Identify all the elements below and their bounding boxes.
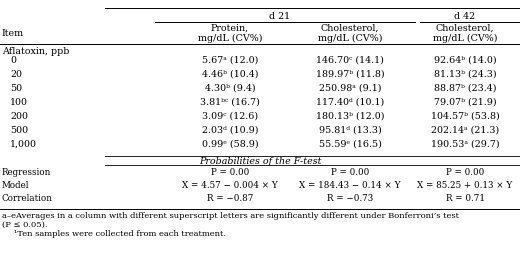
Text: mg/dL (CV%): mg/dL (CV%) — [433, 34, 497, 43]
Text: d 42: d 42 — [454, 12, 476, 21]
Text: Correlation: Correlation — [2, 194, 53, 203]
Text: 1,000: 1,000 — [10, 140, 37, 149]
Text: 0: 0 — [10, 56, 16, 65]
Text: 500: 500 — [10, 126, 28, 135]
Text: 202.14ᵃ (21.3): 202.14ᵃ (21.3) — [431, 126, 499, 135]
Text: 3.81ᵇᶜ (16.7): 3.81ᵇᶜ (16.7) — [200, 98, 260, 107]
Text: mg/dL (CV%): mg/dL (CV%) — [198, 34, 262, 43]
Text: (P ≤ 0.05).: (P ≤ 0.05). — [2, 221, 47, 229]
Text: X = 184.43 − 0.14 × Y: X = 184.43 − 0.14 × Y — [299, 181, 401, 190]
Text: 88.87ᵇ (23.4): 88.87ᵇ (23.4) — [434, 84, 496, 93]
Text: 4.30ᵇ (9.4): 4.30ᵇ (9.4) — [205, 84, 255, 93]
Text: 189.97ᵇ (11.8): 189.97ᵇ (11.8) — [316, 70, 384, 79]
Text: Aflatoxin, ppb: Aflatoxin, ppb — [2, 47, 69, 56]
Text: R = −0.73: R = −0.73 — [327, 194, 373, 203]
Text: X = 4.57 − 0.004 × Y: X = 4.57 − 0.004 × Y — [182, 181, 278, 190]
Text: a–eAverages in a column with different superscript letters are significantly dif: a–eAverages in a column with different s… — [2, 212, 459, 220]
Text: Cholesterol,: Cholesterol, — [436, 24, 494, 33]
Text: R = −0.87: R = −0.87 — [207, 194, 253, 203]
Text: Probabilities of the F-test: Probabilities of the F-test — [199, 157, 321, 166]
Text: 200: 200 — [10, 112, 28, 121]
Text: 79.07ᵇ (21.9): 79.07ᵇ (21.9) — [434, 98, 496, 107]
Text: P = 0.00: P = 0.00 — [446, 168, 484, 177]
Text: ¹Ten samples were collected from each treatment.: ¹Ten samples were collected from each tr… — [14, 230, 226, 238]
Text: 117.40ᵈ (10.1): 117.40ᵈ (10.1) — [316, 98, 384, 107]
Text: Model: Model — [2, 181, 30, 190]
Text: P = 0.00: P = 0.00 — [331, 168, 369, 177]
Text: 190.53ᵃ (29.7): 190.53ᵃ (29.7) — [431, 140, 499, 149]
Text: 4.46ᵇ (10.4): 4.46ᵇ (10.4) — [202, 70, 258, 79]
Text: 95.81ᵈ (13.3): 95.81ᵈ (13.3) — [319, 126, 381, 135]
Text: X = 85.25 + 0.13 × Y: X = 85.25 + 0.13 × Y — [418, 181, 513, 190]
Text: 180.13ᵇ (12.0): 180.13ᵇ (12.0) — [316, 112, 384, 121]
Text: 250.98ᵃ (9.1): 250.98ᵃ (9.1) — [319, 84, 381, 93]
Text: 3.09ᶜ (12.6): 3.09ᶜ (12.6) — [202, 112, 258, 121]
Text: Protein,: Protein, — [211, 24, 249, 33]
Text: 50: 50 — [10, 84, 22, 93]
Text: 2.03ᵈ (10.9): 2.03ᵈ (10.9) — [202, 126, 258, 135]
Text: 104.57ᵇ (53.8): 104.57ᵇ (53.8) — [431, 112, 499, 121]
Text: 20: 20 — [10, 70, 22, 79]
Text: 81.13ᵇ (24.3): 81.13ᵇ (24.3) — [434, 70, 496, 79]
Text: R = 0.71: R = 0.71 — [446, 194, 485, 203]
Text: Item: Item — [2, 29, 24, 38]
Text: 0.99ᵉ (58.9): 0.99ᵉ (58.9) — [202, 140, 258, 149]
Text: mg/dL (CV%): mg/dL (CV%) — [318, 34, 382, 43]
Text: 100: 100 — [10, 98, 28, 107]
Text: Cholesterol,: Cholesterol, — [321, 24, 379, 33]
Text: 5.67ᵃ (12.0): 5.67ᵃ (12.0) — [202, 56, 258, 65]
Text: d 21: d 21 — [269, 12, 291, 21]
Text: 92.64ᵇ (14.0): 92.64ᵇ (14.0) — [434, 56, 496, 65]
Text: Regression: Regression — [2, 168, 51, 177]
Text: P = 0.00: P = 0.00 — [211, 168, 249, 177]
Text: 146.70ᶜ (14.1): 146.70ᶜ (14.1) — [316, 56, 384, 65]
Text: 55.59ᵉ (16.5): 55.59ᵉ (16.5) — [319, 140, 382, 149]
